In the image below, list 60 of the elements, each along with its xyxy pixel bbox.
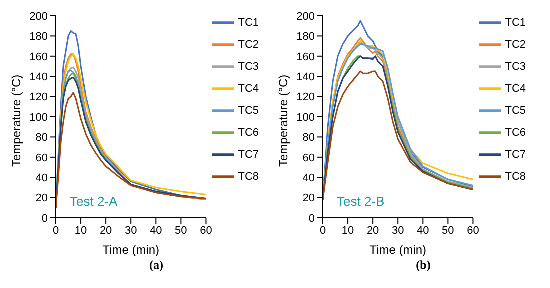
- legend-label: TC3: [238, 60, 259, 73]
- x-tick-label: 10: [342, 224, 354, 237]
- x-tick-label: 10: [74, 224, 88, 237]
- x-tick-label: 60: [200, 224, 212, 237]
- y-tick-label: 40: [302, 172, 315, 185]
- legend-label: TC6: [238, 126, 259, 139]
- annotation: Test 2-A: [70, 194, 118, 209]
- annotation: Test 2-B: [337, 194, 385, 209]
- legend-label: TC2: [505, 38, 526, 51]
- legend-label: TC1: [238, 16, 259, 29]
- y-tick-label: 200: [30, 10, 48, 23]
- x-tick-label: 20: [100, 224, 112, 237]
- legend-label: TC8: [505, 170, 526, 183]
- x-tick-label: 40: [417, 224, 430, 237]
- x-tick-label: 50: [442, 224, 454, 237]
- legend-label: TC2: [238, 38, 259, 51]
- text: (a): [148, 258, 164, 273]
- legend-label: TC5: [238, 104, 259, 117]
- y-tick-label: 140: [30, 72, 48, 84]
- legend-label: TC7: [505, 148, 526, 161]
- legend-label: TC7: [238, 148, 259, 161]
- y-tick-label: 180: [30, 31, 48, 44]
- y-tick-label: 40: [36, 172, 48, 185]
- x-tick-label: 40: [150, 224, 162, 237]
- x-tick-label: 20: [366, 224, 380, 237]
- y-tick-label: 80: [36, 132, 48, 144]
- x-tick-label: 30: [392, 224, 404, 237]
- x-tick-label: 60: [467, 224, 480, 237]
- y-tick-label: 200: [296, 10, 315, 23]
- y-tick-label: 20: [36, 192, 48, 205]
- x-axis-title: Time (min): [370, 243, 427, 257]
- legend-label: TC5: [505, 104, 526, 117]
- y-tick-label: 120: [296, 92, 315, 104]
- y-axis-title: Temperature (°C): [276, 74, 290, 167]
- legend-label: TC4: [505, 82, 526, 95]
- y-tick-label: 0: [308, 212, 315, 225]
- y-axis-title: Temperature (°C): [9, 74, 24, 167]
- x-axis-title: Time (min): [102, 243, 160, 257]
- text: (b): [415, 258, 432, 273]
- y-tick-label: 60: [302, 152, 315, 164]
- y-tick-label: 180: [296, 31, 315, 44]
- legend-label: TC8: [238, 170, 259, 183]
- legend-label: TC6: [505, 126, 526, 139]
- x-tick-label: 0: [320, 224, 326, 237]
- x-tick-label: 30: [124, 224, 138, 237]
- y-tick-label: 80: [302, 132, 315, 144]
- y-tick-label: 160: [30, 51, 48, 64]
- legend-label: TC4: [238, 82, 259, 95]
- y-tick-label: 120: [30, 92, 48, 104]
- y-tick-label: 100: [30, 112, 48, 124]
- legend-label: TC3: [505, 60, 526, 73]
- y-tick-label: 100: [296, 112, 315, 124]
- y-tick-label: 20: [302, 192, 315, 205]
- y-tick-label: 60: [36, 152, 48, 164]
- x-tick-label: 50: [175, 224, 188, 237]
- y-tick-label: 160: [296, 51, 315, 64]
- legend-label: TC1: [505, 16, 526, 29]
- y-tick-label: 0: [42, 212, 48, 225]
- y-tick-label: 140: [296, 72, 315, 84]
- x-tick-label: 0: [52, 224, 60, 237]
